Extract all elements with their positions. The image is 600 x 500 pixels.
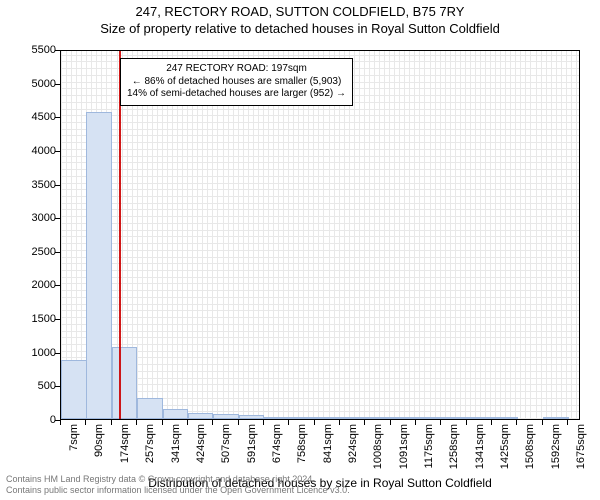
histogram-bar: [61, 360, 87, 419]
y-tick-label: 500: [16, 380, 56, 392]
histogram-bar: [543, 417, 569, 419]
y-tick-label: 3500: [16, 179, 56, 191]
histogram-bar: [86, 112, 112, 419]
x-tick-label: 257sqm: [143, 424, 157, 474]
x-tick-label: 1175sqm: [422, 424, 436, 474]
histogram-bar: [315, 417, 341, 419]
y-tick-label: 3000: [16, 212, 56, 224]
x-tick-label: 1091sqm: [397, 424, 411, 474]
chart-container: 247, RECTORY ROAD, SUTTON COLDFIELD, B75…: [0, 0, 600, 500]
plot-wrap: Number of detached properties Distributi…: [60, 50, 580, 420]
y-tick-label: 4500: [16, 111, 56, 123]
info-line3: 14% of semi-detached houses are larger (…: [127, 88, 346, 101]
x-tick-label: 591sqm: [245, 424, 259, 474]
x-tick-label: 758sqm: [295, 424, 309, 474]
histogram-bar: [365, 417, 391, 419]
histogram-bar: [416, 417, 442, 419]
info-line2: ← 86% of detached houses are smaller (5,…: [127, 76, 346, 89]
histogram-bar: [163, 409, 189, 419]
histogram-bar: [213, 414, 239, 419]
y-tick-label: 1500: [16, 313, 56, 325]
x-tick-label: 1508sqm: [523, 424, 537, 474]
y-tick-label: 1000: [16, 347, 56, 359]
x-tick-label: 1425sqm: [498, 424, 512, 474]
histogram-bar: [391, 417, 417, 419]
footer-line1: Contains HM Land Registry data © Crown c…: [6, 474, 350, 485]
y-tick-label: 2000: [16, 279, 56, 291]
y-tick-label: 5000: [16, 78, 56, 90]
info-box: 247 RECTORY ROAD: 197sqm ← 86% of detach…: [120, 58, 353, 106]
x-tick-label: 1675sqm: [574, 424, 588, 474]
histogram-bar: [289, 417, 315, 419]
y-tick-label: 2500: [16, 246, 56, 258]
x-tick-label: 924sqm: [346, 424, 360, 474]
y-tick-label: 5500: [16, 44, 56, 56]
x-tick-label: 90sqm: [92, 424, 106, 474]
histogram-bar: [112, 347, 138, 419]
page-title: 247, RECTORY ROAD, SUTTON COLDFIELD, B75…: [0, 0, 600, 19]
page-subtitle: Size of property relative to detached ho…: [0, 19, 600, 36]
y-tick-label: 0: [16, 414, 56, 426]
reference-line: [119, 51, 121, 419]
x-tick-label: 674sqm: [270, 424, 284, 474]
histogram-bar: [239, 415, 265, 419]
x-tick-label: 1258sqm: [447, 424, 461, 474]
x-tick-label: 1008sqm: [371, 424, 385, 474]
histogram-bar: [492, 417, 518, 419]
histogram-bar: [264, 417, 290, 419]
x-tick-label: 341sqm: [169, 424, 183, 474]
footer-line2: Contains public sector information licen…: [6, 485, 350, 496]
info-line1: 247 RECTORY ROAD: 197sqm: [127, 63, 346, 76]
x-tick-label: 841sqm: [321, 424, 335, 474]
histogram-bar: [340, 417, 366, 419]
x-tick-label: 507sqm: [219, 424, 233, 474]
x-tick-label: 174sqm: [118, 424, 132, 474]
x-tick-label: 7sqm: [67, 424, 81, 474]
x-tick-label: 1341sqm: [473, 424, 487, 474]
y-tick-label: 4000: [16, 145, 56, 157]
histogram-bar: [137, 398, 163, 419]
histogram-bar: [441, 417, 467, 419]
x-tick-label: 424sqm: [194, 424, 208, 474]
histogram-bar: [467, 417, 493, 419]
footer: Contains HM Land Registry data © Crown c…: [6, 474, 350, 496]
histogram-bar: [188, 413, 214, 419]
x-tick-label: 1592sqm: [549, 424, 563, 474]
plot-area: [60, 50, 580, 420]
